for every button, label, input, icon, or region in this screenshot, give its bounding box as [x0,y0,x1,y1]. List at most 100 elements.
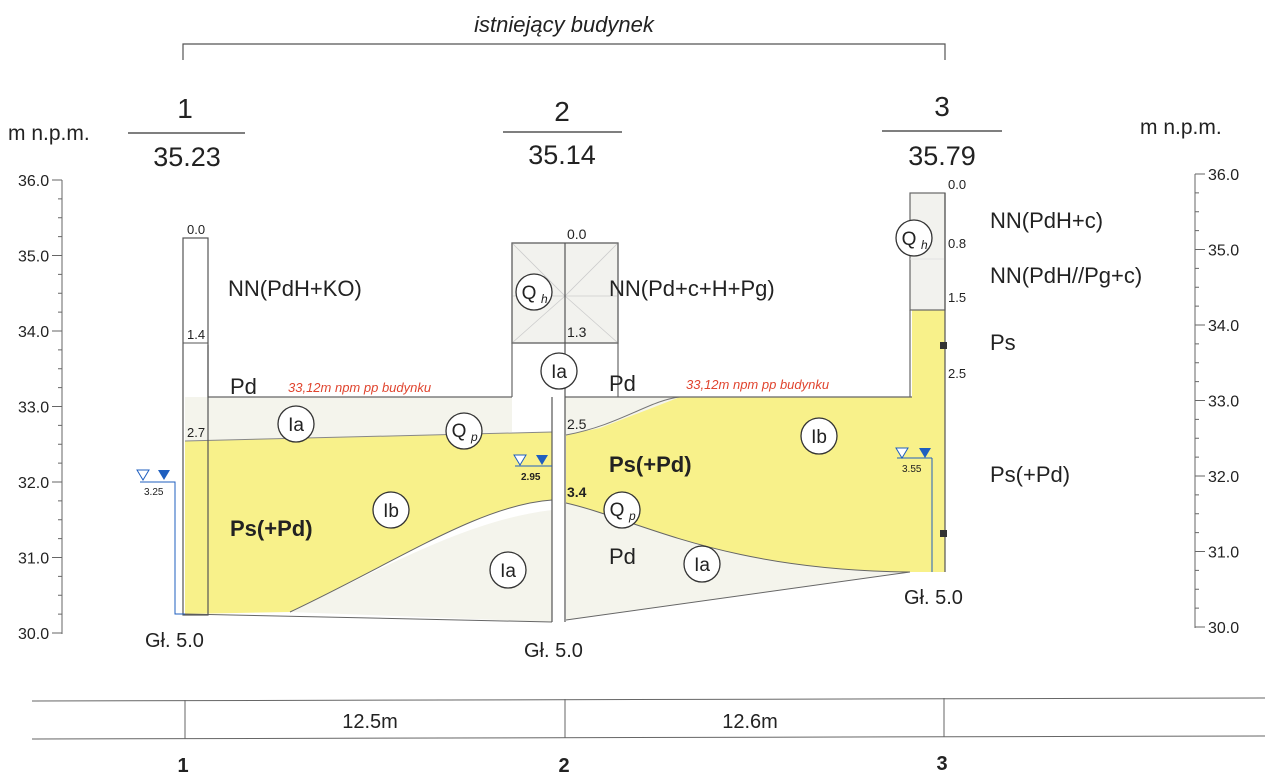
layer-pd-bottom-left [290,510,552,622]
soil-label-nn3a: NN(PdH+c) [990,208,1103,233]
depth-3-3: 2.5 [948,366,966,381]
svg-text:Ia: Ia [694,555,710,576]
borehole-1-depth: Gł. 5.0 [145,630,204,652]
bottom-number-1: 1 [177,755,188,777]
foundation-note-right: 33,12m npm pp budynku [686,377,829,392]
left-axis-tick-label-4: 32.0 [18,475,49,492]
depth-3-1: 0.8 [948,236,966,251]
depth-1-1: 1.4 [187,327,205,342]
soil-label-nn2: NN(Pd+c+H+Pg) [609,276,775,301]
depth-2-0: 0.0 [567,226,587,242]
soil-label-ps-right-top: Ps [990,330,1016,355]
depth-1-2: 2.7 [187,425,205,440]
borehole-2-depth: Gł. 5.0 [524,640,583,662]
water-level-icon-2 [513,454,548,466]
marker-qp-1: Q p [445,412,483,450]
svg-text:h: h [921,238,928,252]
left-axis-unit: m n.p.m. [8,122,90,145]
marker-qp-2: Q p [603,491,641,529]
soil-label-ps-left: Ps(+Pd) [230,516,313,541]
svg-text:Ia: Ia [551,362,567,383]
distance-table-bottom [31,735,1266,740]
depth-3-0: 0.0 [948,177,966,192]
right-axis-tick-label-4: 32.0 [1208,469,1239,486]
depth-3-2: 1.5 [948,290,966,305]
layer-pd-bottom-right [566,503,910,620]
right-axis-ticks: 36.0 35.0 34.0 33.0 32.0 31.0 30.0 [1195,167,1239,637]
left-axis-tick-label-5: 31.0 [18,551,49,568]
left-axis-tick-label-2: 34.0 [18,324,49,341]
layer-ps-left [185,432,552,614]
marker-qh-2: Q h [515,273,553,311]
soil-label-ps-mid: Ps(+Pd) [609,452,692,477]
svg-text:p: p [470,430,478,444]
water-depth-2: 2.95 [521,472,541,483]
borehole-2-number: 2 [554,96,570,127]
borehole-1-number: 1 [177,93,193,124]
borehole-1-elevation: 35.23 [153,142,221,172]
left-axis-tick-label-0: 36.0 [18,173,49,190]
svg-text:Q: Q [452,421,467,442]
distance-table-top [31,697,1266,702]
svg-text:Ib: Ib [811,427,827,448]
water-level-icon-3 [895,447,931,459]
svg-text:Ia: Ia [288,415,304,436]
left-axis-ticks: 36.0 35.0 34.0 33.0 32.0 31.0 30.0 [18,173,62,643]
svg-text:Ia: Ia [500,561,516,582]
layer-ps-right [566,306,945,572]
left-axis-tick-label-6: 30.0 [18,626,49,643]
boundary-line-4 [565,502,911,573]
svg-text:p: p [628,509,636,523]
right-axis-unit: m n.p.m. [1140,116,1222,139]
right-axis-tick-label-6: 30.0 [1208,620,1239,637]
right-axis-tick-label-3: 33.0 [1208,394,1239,411]
bottom-line-right [565,571,911,621]
marker-ia-4: Ia [683,545,721,583]
borehole-3-depth: Gł. 5.0 [904,587,963,609]
layer-pd-left [185,397,512,441]
water-depth-3: 3.55 [902,464,922,475]
soil-label-pd-mid: Pd [609,371,636,396]
marker-ib-1: Ib [372,491,410,529]
building-bracket [182,43,946,60]
depth-2-2: 2.5 [567,416,587,432]
sample-marker-1 [940,342,947,349]
soil-label-nn3b: NN(PdH//Pg+c) [990,263,1142,288]
right-axis-tick-label-5: 31.0 [1208,545,1239,562]
borehole-3-number: 3 [934,91,950,122]
bottom-number-3: 3 [936,753,947,775]
water-line-1 [140,481,185,615]
right-axis-tick-label-2: 34.0 [1208,318,1239,335]
distance-1-2: 12.5m [342,711,398,733]
soil-label-pd-left: Pd [230,374,257,399]
layer-pd-mid [565,397,912,435]
soil-label-nn1: NN(PdH+KO) [228,276,362,301]
svg-text:h: h [541,292,548,306]
marker-ia-1: Ia [277,405,315,443]
distance-2-3: 12.6m [722,711,778,733]
marker-qh-3: Q h [895,219,933,257]
svg-text:Ib: Ib [383,501,399,522]
boundary-line-1 [184,431,553,442]
sample-marker-2 [940,530,947,537]
left-axis-tick-label-3: 33.0 [18,400,49,417]
bottom-number-2: 2 [558,755,569,777]
soil-label-pd-bottom: Pd [609,544,636,569]
depth-2-3: 3.4 [567,484,587,500]
borehole-1-column [182,237,209,616]
borehole-3-elevation: 35.79 [908,141,976,171]
bottom-line-left [184,613,553,623]
svg-text:Q: Q [522,283,537,304]
svg-text:Q: Q [902,229,917,250]
water-depth-1: 3.25 [144,487,164,498]
marker-ib-2: Ib [800,417,838,455]
soil-label-ps-right: Ps(+Pd) [990,462,1070,487]
depth-2-1: 1.3 [567,324,587,340]
water-level-icon-1 [136,469,170,481]
right-axis-tick-label-1: 35.0 [1208,243,1239,260]
left-axis-tick-label-1: 35.0 [18,249,49,266]
foundation-note-left: 33,12m npm pp budynku [288,380,431,395]
svg-text:Q: Q [610,500,625,521]
marker-ia-2: Ia [540,352,578,390]
